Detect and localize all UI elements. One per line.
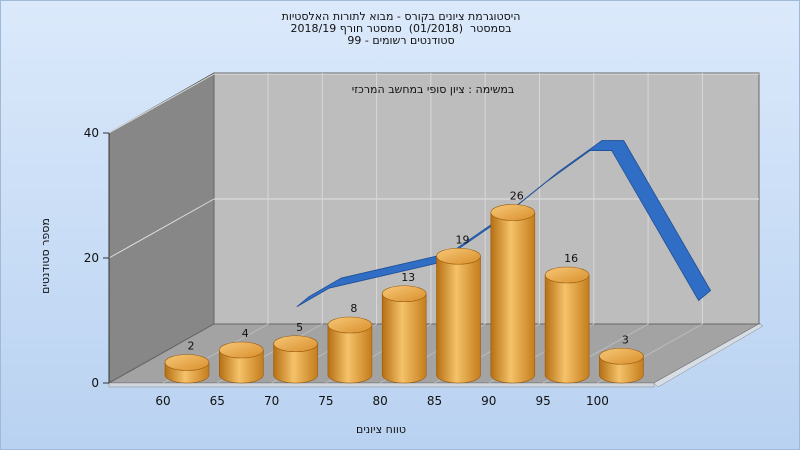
x-tick-label: 65: [210, 394, 225, 408]
data-label: 5: [296, 321, 303, 334]
y-tick-label: 20: [84, 251, 99, 265]
bar-75: [327, 316, 373, 384]
title-line-1: היסטוגרמת ציונים בקורס - מבוא לתורות האל…: [281, 10, 521, 23]
y-axis-label: מספר סטודנטים: [39, 218, 52, 294]
x-tick-label: 70: [264, 394, 279, 408]
bar-top: [273, 335, 318, 353]
floor-front-edge: [108, 382, 655, 388]
bar-body: [436, 255, 481, 384]
bar-95: [544, 266, 590, 384]
y-axis-ticks: 0 20 40: [84, 126, 110, 390]
x-tick-label: 80: [373, 394, 388, 408]
x-tick-label: 90: [481, 394, 496, 408]
bar-top: [219, 341, 264, 359]
bar-top: [164, 354, 210, 371]
bar-top: [490, 204, 536, 221]
data-label: 3: [622, 333, 629, 346]
bar-top: [599, 347, 644, 365]
x-tick-label: 60: [155, 394, 170, 408]
title-line-2: בסמסטר (01/2018) סמסטר חורף 2018/19: [290, 22, 512, 35]
y-tick-label: 40: [84, 126, 99, 140]
chart-subtitle: במשימה : ציון סופי במחשב המרכזי: [352, 83, 515, 96]
right-floor-edge: [653, 323, 764, 388]
data-label: 26: [510, 190, 524, 203]
bar-body: [544, 274, 590, 384]
bar-body: [219, 349, 264, 384]
x-axis-ticks: 60 65 70 75 80 85 90 95 100: [155, 394, 608, 408]
data-label: 16: [564, 252, 578, 265]
data-label: 2: [188, 340, 195, 353]
data-label: 13: [401, 271, 415, 284]
data-label: 4: [242, 327, 249, 340]
grid-line-side: [108, 198, 215, 259]
bar-body: [381, 293, 427, 384]
bar-80: [381, 285, 427, 384]
y-tick-label: 0: [91, 376, 99, 390]
x-tick-label: 75: [318, 394, 333, 408]
x-tick-label: 100: [586, 394, 609, 408]
data-labels: 2 4 5 8 13 19 26 16 3: [188, 190, 629, 353]
data-label: 8: [350, 302, 357, 315]
bar-70: [273, 335, 318, 384]
bar-top: [544, 266, 590, 284]
bar-top: [381, 285, 427, 303]
bar-90: [490, 204, 536, 384]
grid-line-side: [108, 73, 215, 134]
bar-65: [219, 341, 264, 384]
bar-body: [273, 343, 318, 384]
x-axis-label: טווח ציונים: [356, 423, 406, 436]
bar-body: [327, 324, 373, 384]
data-label: 19: [456, 233, 470, 246]
bar-60: [164, 354, 210, 384]
chart-title: היסטוגרמת ציונים בקורס - מבוא לתורות האל…: [1, 11, 800, 47]
bar-top: [436, 247, 481, 265]
bar-top: [327, 316, 373, 334]
bar-85: [436, 247, 481, 384]
bars: [164, 204, 644, 384]
x-tick-label: 85: [427, 394, 442, 408]
bar-body: [490, 212, 536, 384]
title-line-3: סטודנטים רשומים - 99: [347, 34, 455, 47]
x-tick-label: 95: [535, 394, 550, 408]
bar-100: [599, 347, 644, 384]
